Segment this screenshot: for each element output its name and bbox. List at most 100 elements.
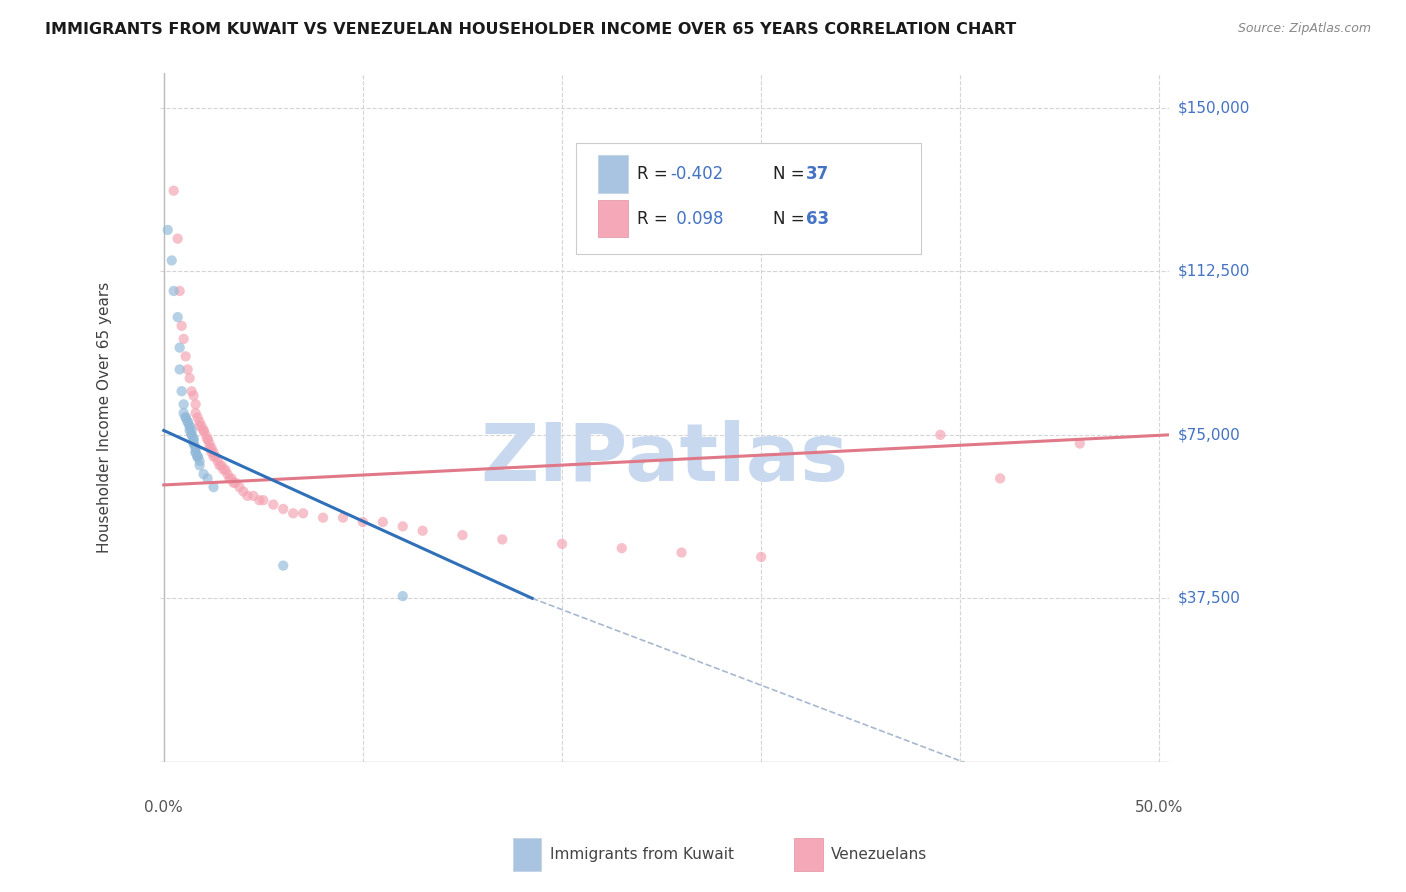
Point [188, 415, 211, 429]
Point [169, 362, 191, 376]
Point [200, 445, 222, 459]
Point [247, 493, 270, 508]
Point [551, 537, 574, 551]
Point [184, 441, 207, 455]
Point [176, 415, 198, 429]
Point [271, 502, 294, 516]
Point [218, 471, 240, 485]
Point [184, 441, 207, 455]
Point [180, 427, 202, 442]
Point [197, 432, 219, 446]
Point [166, 232, 188, 246]
Point [184, 397, 207, 411]
Text: N =: N = [773, 165, 810, 183]
Text: 37: 37 [806, 165, 830, 183]
Point [217, 467, 239, 481]
Point [183, 436, 205, 450]
Point [187, 450, 209, 464]
Point [312, 510, 335, 524]
Point [193, 424, 215, 438]
Point [391, 519, 413, 533]
Point [208, 458, 231, 473]
Point [174, 349, 197, 363]
Point [371, 515, 394, 529]
Text: 0.098: 0.098 [671, 210, 723, 227]
Point [190, 419, 212, 434]
Text: Immigrants from Kuwait: Immigrants from Kuwait [550, 847, 734, 862]
Point [180, 427, 202, 442]
Point [197, 471, 219, 485]
Point [198, 441, 221, 455]
Point [169, 284, 191, 298]
Point [292, 506, 315, 520]
Point [988, 471, 1011, 485]
Point [491, 533, 513, 547]
Text: ZIPatlas: ZIPatlas [481, 420, 849, 498]
Point [202, 480, 225, 494]
Point [232, 484, 254, 499]
Point [156, 223, 179, 237]
Point [187, 450, 209, 464]
Point [451, 528, 474, 542]
Point [222, 475, 245, 490]
Point [252, 493, 274, 508]
Point [187, 450, 209, 464]
Point [183, 432, 205, 446]
Point [929, 427, 952, 442]
Point [283, 506, 305, 520]
Point [610, 541, 633, 556]
Point [202, 450, 225, 464]
Point [179, 419, 201, 434]
Point [179, 424, 201, 438]
Point [180, 384, 202, 399]
Text: $37,500: $37,500 [1177, 591, 1240, 606]
Point [176, 415, 198, 429]
Text: 63: 63 [806, 210, 828, 227]
Point [198, 436, 221, 450]
Point [193, 424, 215, 438]
Point [202, 445, 225, 459]
Point [179, 371, 201, 385]
Point [204, 450, 226, 464]
Point [262, 498, 284, 512]
Text: Householder Income Over 65 years: Householder Income Over 65 years [97, 282, 111, 553]
Point [412, 524, 434, 538]
Point [183, 388, 205, 402]
Point [671, 545, 693, 559]
Text: 50.0%: 50.0% [1135, 799, 1184, 814]
Point [183, 432, 205, 446]
Point [188, 454, 211, 468]
Point [169, 341, 191, 355]
Point [173, 397, 195, 411]
Point [174, 410, 197, 425]
Point [183, 436, 205, 450]
Point [163, 184, 186, 198]
Point [352, 515, 374, 529]
Text: R =: R = [637, 165, 673, 183]
Point [184, 406, 207, 420]
Point [173, 332, 195, 346]
Point [224, 475, 246, 490]
Point [188, 458, 211, 473]
Point [228, 480, 250, 494]
Point [214, 463, 236, 477]
Text: IMMIGRANTS FROM KUWAIT VS VENEZUELAN HOUSEHOLDER INCOME OVER 65 YEARS CORRELATIO: IMMIGRANTS FROM KUWAIT VS VENEZUELAN HOU… [45, 22, 1017, 37]
Point [184, 445, 207, 459]
Text: $75,000: $75,000 [1177, 427, 1240, 442]
Text: R =: R = [637, 210, 673, 227]
Point [174, 410, 197, 425]
Point [166, 310, 188, 325]
Point [391, 589, 413, 603]
Point [163, 284, 186, 298]
Point [179, 419, 201, 434]
Point [170, 384, 193, 399]
Point [197, 432, 219, 446]
Point [184, 445, 207, 459]
Text: Source: ZipAtlas.com: Source: ZipAtlas.com [1237, 22, 1371, 36]
Point [749, 549, 772, 564]
Point [187, 410, 209, 425]
Point [221, 471, 243, 485]
Point [194, 427, 217, 442]
Text: $112,500: $112,500 [1177, 264, 1250, 279]
Point [332, 510, 354, 524]
